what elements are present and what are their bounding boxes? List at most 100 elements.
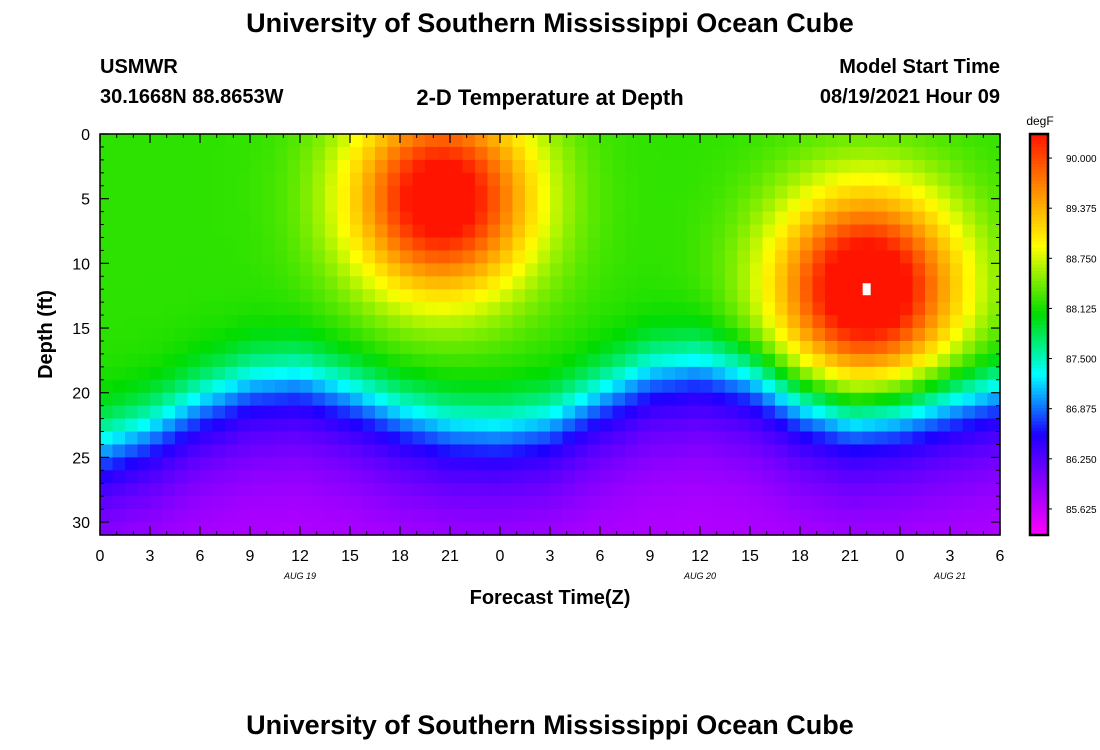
heatmap-cell bbox=[612, 392, 626, 407]
heatmap-cell bbox=[362, 224, 376, 239]
heatmap-cell bbox=[412, 276, 426, 290]
colorbar-segment bbox=[1030, 454, 1048, 459]
heatmap-cell bbox=[937, 198, 951, 213]
heatmap-cell bbox=[625, 315, 639, 329]
colorbar-segment bbox=[1030, 284, 1048, 289]
heatmap-cell bbox=[750, 431, 764, 446]
heatmap-cell bbox=[250, 483, 264, 497]
heatmap-cell bbox=[550, 392, 564, 407]
heatmap-cell bbox=[687, 418, 701, 433]
heatmap-cell bbox=[450, 392, 464, 407]
heatmap-cell bbox=[400, 224, 414, 239]
heatmap-cell bbox=[637, 418, 651, 433]
heatmap-cell bbox=[212, 211, 226, 226]
heatmap-cell bbox=[600, 198, 614, 213]
heatmap-cell bbox=[700, 237, 714, 252]
heatmap-cell bbox=[150, 431, 164, 446]
heatmap-cell bbox=[300, 315, 314, 329]
heatmap-cell bbox=[850, 366, 864, 381]
heatmap-cell bbox=[325, 340, 339, 355]
heatmap-cell bbox=[350, 134, 364, 148]
heatmap-cell bbox=[712, 289, 726, 303]
heatmap-cell bbox=[925, 522, 939, 536]
heatmap-cell bbox=[625, 431, 639, 446]
heatmap-cell bbox=[137, 134, 151, 148]
heatmap-cell bbox=[837, 353, 851, 368]
heatmap-cell bbox=[175, 509, 189, 523]
heatmap-cell bbox=[350, 496, 364, 510]
heatmap-cell bbox=[812, 263, 826, 277]
heatmap-cell bbox=[250, 392, 264, 407]
heatmap-cell bbox=[950, 444, 964, 458]
heatmap-cell bbox=[475, 431, 489, 446]
heatmap-cell bbox=[237, 366, 251, 381]
heatmap-cell bbox=[962, 483, 976, 497]
heatmap-cell bbox=[650, 276, 664, 290]
heatmap-cell bbox=[937, 328, 951, 342]
heatmap-cell bbox=[187, 340, 201, 355]
heatmap-cell bbox=[887, 392, 901, 407]
heatmap-cell bbox=[900, 315, 914, 329]
heatmap-cell bbox=[312, 379, 326, 394]
heatmap-cell bbox=[775, 483, 789, 497]
heatmap-cell bbox=[512, 315, 526, 329]
colorbar-segment bbox=[1030, 501, 1048, 506]
heatmap-cell bbox=[925, 159, 939, 174]
heatmap-cell bbox=[500, 457, 514, 471]
heatmap-cell bbox=[237, 250, 251, 264]
heatmap-cell bbox=[462, 146, 476, 161]
heatmap-cell bbox=[800, 405, 814, 420]
heatmap-cell bbox=[525, 276, 539, 290]
heatmap-cell bbox=[525, 224, 539, 239]
heatmap-cell bbox=[137, 328, 151, 342]
heatmap-cell bbox=[887, 340, 901, 355]
heatmap-cell bbox=[275, 198, 289, 213]
heatmap-cell bbox=[837, 159, 851, 174]
heatmap-cell bbox=[100, 509, 114, 523]
heatmap-cell bbox=[237, 224, 251, 239]
colorbar-segment bbox=[1030, 491, 1048, 496]
heatmap-cell bbox=[462, 340, 476, 355]
colorbar-segment bbox=[1030, 224, 1048, 229]
heatmap-cell bbox=[100, 276, 114, 290]
heatmap-cell bbox=[550, 509, 564, 523]
heatmap-cell bbox=[800, 198, 814, 213]
heatmap-cell bbox=[937, 509, 951, 523]
heatmap-cell bbox=[225, 263, 239, 277]
heatmap-cell bbox=[762, 224, 776, 239]
heatmap-cell bbox=[687, 185, 701, 200]
heatmap-cell bbox=[837, 315, 851, 329]
heatmap-cell bbox=[550, 315, 564, 329]
heatmap-cell bbox=[337, 444, 351, 458]
heatmap-cell bbox=[362, 483, 376, 497]
colorbar bbox=[1030, 134, 1048, 536]
colorbar-segment bbox=[1030, 200, 1048, 205]
heatmap-cell bbox=[437, 509, 451, 523]
y-tick-label: 20 bbox=[72, 386, 90, 403]
heatmap-cell bbox=[700, 444, 714, 458]
heatmap-cell bbox=[187, 289, 201, 303]
heatmap-cell bbox=[462, 496, 476, 510]
heatmap-cell bbox=[225, 289, 239, 303]
heatmap-cell bbox=[737, 509, 751, 523]
heatmap-cell bbox=[525, 379, 539, 394]
heatmap-cell bbox=[862, 172, 876, 187]
heatmap-cell bbox=[600, 276, 614, 290]
heatmap-cell bbox=[675, 185, 689, 200]
heatmap-cell bbox=[437, 263, 451, 277]
colorbar-segment bbox=[1030, 204, 1048, 209]
heatmap-cell bbox=[862, 315, 876, 329]
heatmap-cell bbox=[950, 211, 964, 226]
heatmap-cell bbox=[875, 496, 889, 510]
heatmap-cell bbox=[137, 431, 151, 446]
heatmap-cell bbox=[612, 457, 626, 471]
heatmap-cell bbox=[812, 509, 826, 523]
heatmap-cell bbox=[800, 289, 814, 303]
heatmap-cell bbox=[462, 483, 476, 497]
heatmap-cell bbox=[962, 185, 976, 200]
heatmap-cell bbox=[375, 289, 389, 303]
heatmap-cell bbox=[987, 405, 1001, 420]
heatmap-cell bbox=[600, 315, 614, 329]
heatmap-cell bbox=[375, 353, 389, 368]
heatmap-cell bbox=[737, 250, 751, 264]
